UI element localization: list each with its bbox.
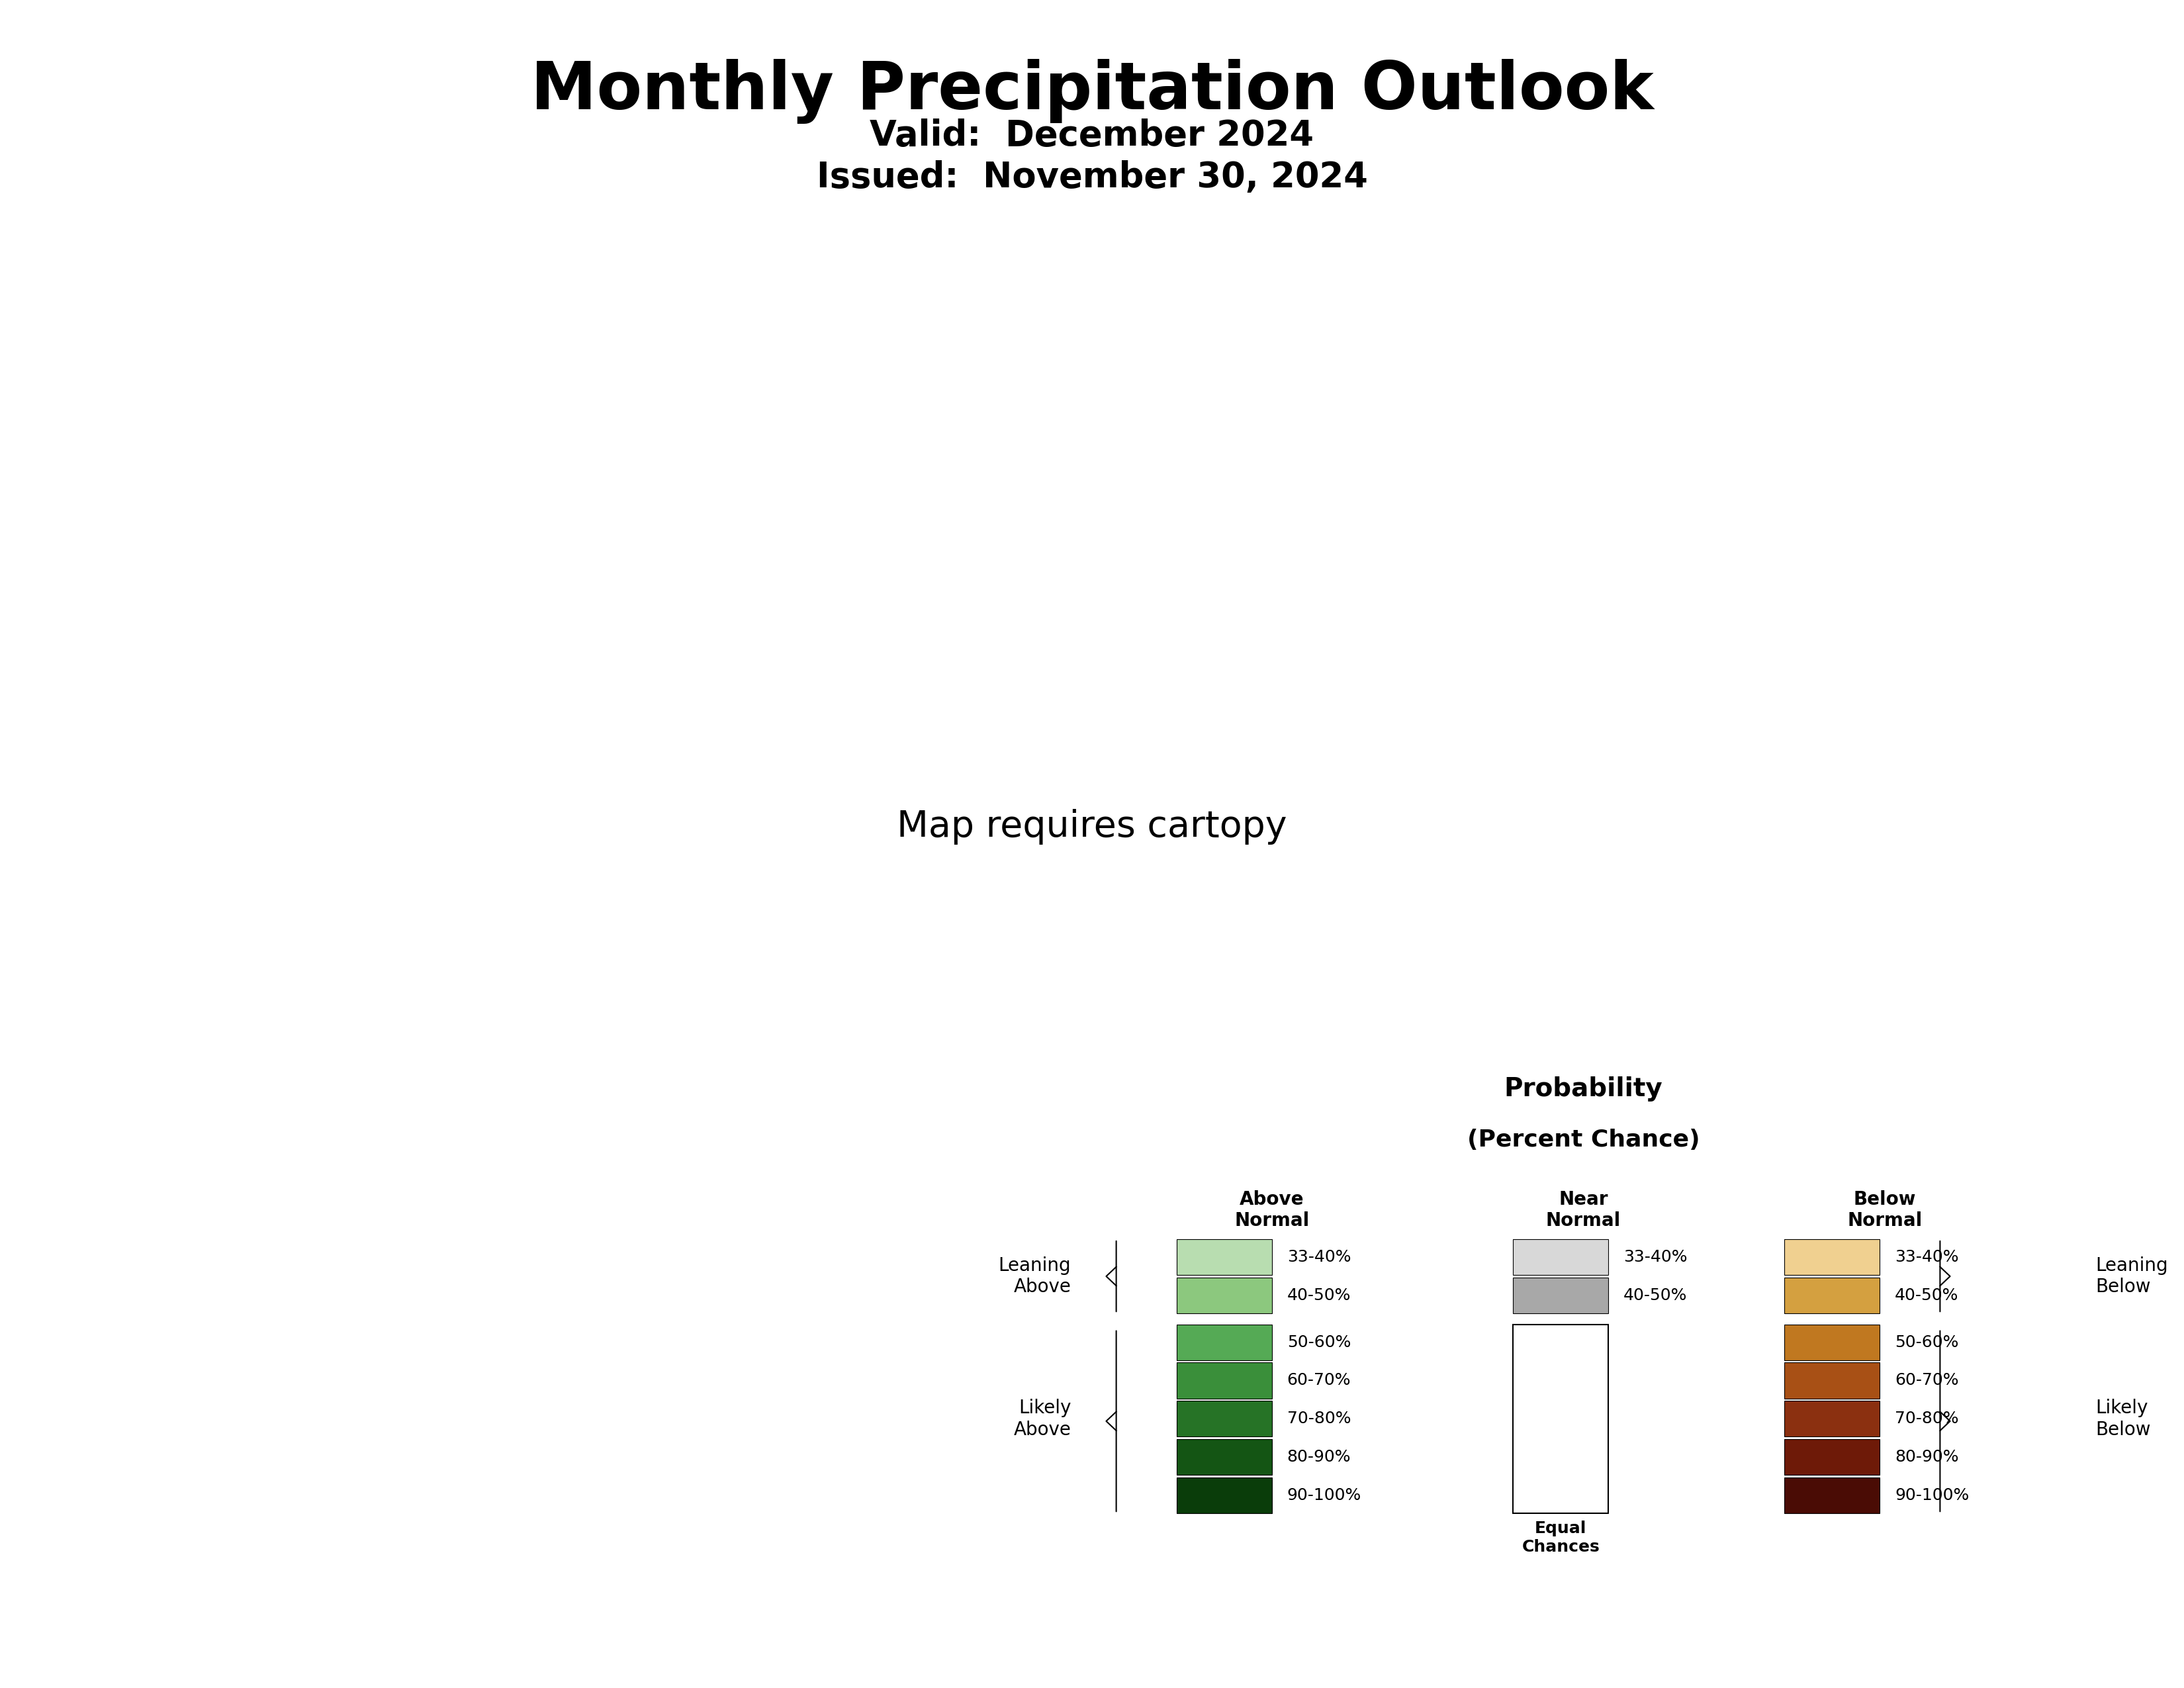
Text: Leaning
Below: Leaning Below [2097,1256,2169,1296]
Bar [1784,1401,1880,1436]
Text: 70-80%: 70-80% [1896,1411,1959,1426]
Bar [1784,1239,1880,1274]
Bar [1177,1477,1271,1514]
Text: 60-70%: 60-70% [1896,1372,1959,1389]
Text: Likely
Above: Likely Above [1013,1399,1070,1438]
Text: 40-50%: 40-50% [1286,1288,1352,1303]
Bar [1177,1239,1271,1274]
Bar [1177,1278,1271,1313]
Text: Near
Normal: Near Normal [1546,1190,1621,1231]
Bar [1784,1440,1880,1475]
Text: 40-50%: 40-50% [1623,1288,1688,1303]
Text: 70-80%: 70-80% [1286,1411,1352,1426]
Text: 33-40%: 33-40% [1623,1249,1688,1264]
Text: 33-40%: 33-40% [1896,1249,1959,1264]
Text: Issued:  November 30, 2024: Issued: November 30, 2024 [817,160,1367,194]
Bar [1784,1477,1880,1514]
Text: 50-60%: 50-60% [1286,1334,1352,1350]
Text: 80-90%: 80-90% [1896,1448,1959,1465]
Text: Below
Normal: Below Normal [1848,1190,1922,1231]
Text: Monthly Precipitation Outlook: Monthly Precipitation Outlook [531,59,1653,123]
Text: Equal
Chances: Equal Chances [1522,1521,1599,1555]
Bar [1177,1440,1271,1475]
Text: Map requires cartopy: Map requires cartopy [898,809,1286,846]
Bar [1784,1362,1880,1398]
Text: 60-70%: 60-70% [1286,1372,1352,1389]
Bar [1177,1401,1271,1436]
Text: 50-60%: 50-60% [1896,1334,1959,1350]
Bar [1514,1278,1607,1313]
Bar [1514,1239,1607,1274]
Text: (Percent Chance): (Percent Chance) [1468,1129,1699,1151]
Text: 90-100%: 90-100% [1896,1487,1970,1504]
Bar [1784,1325,1880,1361]
Text: 40-50%: 40-50% [1896,1288,1959,1303]
Bar [1784,1278,1880,1313]
Text: Valid:  December 2024: Valid: December 2024 [869,118,1315,152]
Text: 33-40%: 33-40% [1286,1249,1352,1264]
Text: 80-90%: 80-90% [1286,1448,1352,1465]
Bar [1514,1325,1607,1514]
Bar [1177,1362,1271,1398]
Text: Probability: Probability [1505,1077,1662,1102]
Text: Leaning
Above: Leaning Above [998,1256,1070,1296]
Bar [1177,1325,1271,1361]
Text: Above
Normal: Above Normal [1234,1190,1310,1231]
Text: Likely
Below: Likely Below [2097,1399,2151,1438]
Text: 90-100%: 90-100% [1286,1487,1361,1504]
